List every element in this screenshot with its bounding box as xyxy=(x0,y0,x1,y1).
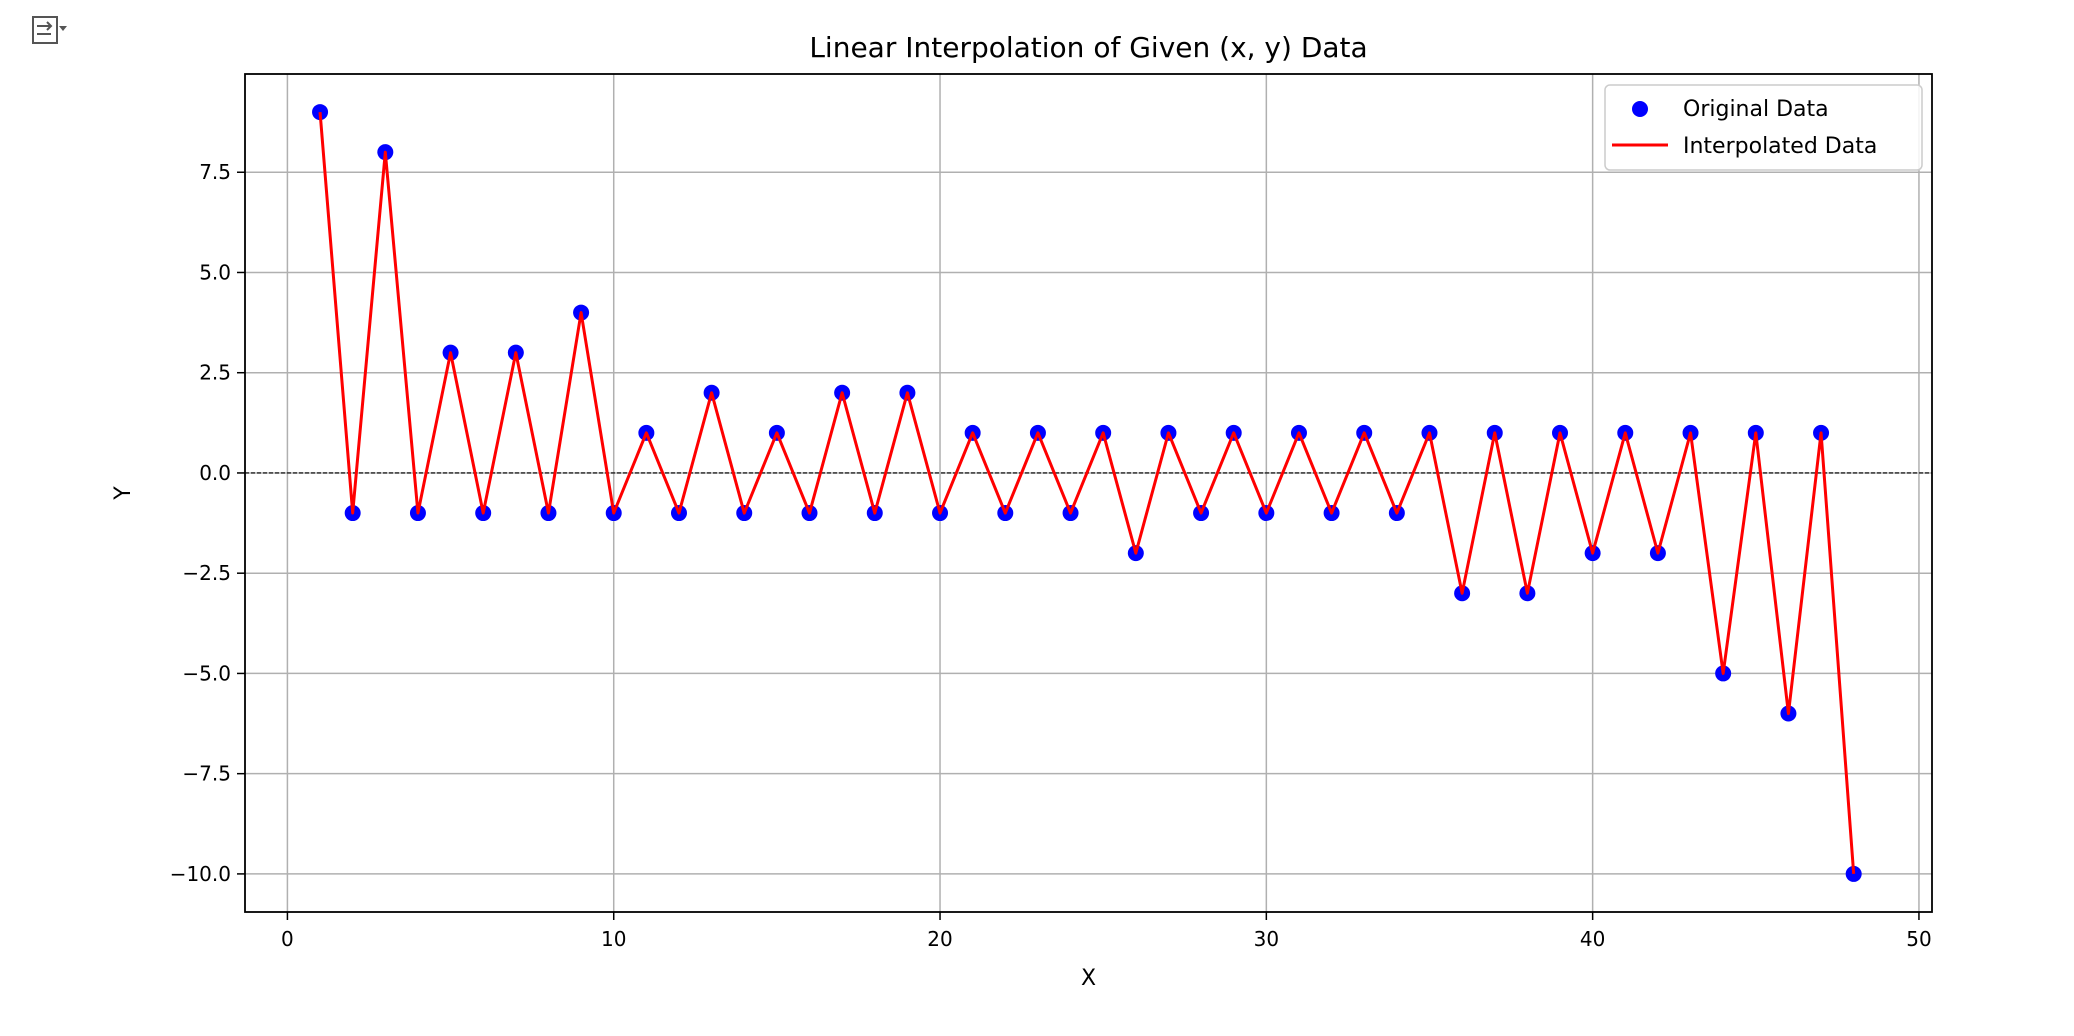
y-tick-label: 2.5 xyxy=(199,361,231,385)
y-tick-label: −7.5 xyxy=(182,762,231,786)
x-tick-label: 50 xyxy=(1906,927,1931,951)
y-tick-label: 0.0 xyxy=(199,461,231,485)
output-toggle-icon[interactable] xyxy=(30,14,70,50)
series-layer xyxy=(312,104,1862,882)
legend: Original Data Interpolated Data xyxy=(1604,84,1923,171)
x-tick-label: 40 xyxy=(1580,927,1605,951)
x-tick-label: 20 xyxy=(927,927,952,951)
y-tick-label: 7.5 xyxy=(199,160,231,184)
x-tick-label: 10 xyxy=(601,927,626,951)
legend-box xyxy=(1604,84,1923,171)
y-tick-label: −2.5 xyxy=(182,561,231,585)
y-axis-label: Y xyxy=(111,486,136,501)
plot-area xyxy=(244,73,1933,913)
chart-title: Linear Interpolation of Given (x, y) Dat… xyxy=(809,31,1367,64)
x-axis-label: X xyxy=(1081,966,1096,991)
series-interpolated-data-line xyxy=(318,111,1856,875)
grid xyxy=(245,74,1932,912)
x-tick-label: 30 xyxy=(1254,927,1279,951)
legend-label-original-data: Original Data xyxy=(1683,97,1829,122)
legend-label-interpolated-data: Interpolated Data xyxy=(1683,134,1877,159)
legend-marker-original-data xyxy=(1632,101,1648,117)
y-tick-label: −10.0 xyxy=(170,862,231,886)
y-tick-label: −5.0 xyxy=(182,661,231,685)
ticks: 0 10 20 30 40 50 −10.0 −7.5 −5.0 −2.5 0.0 2.5 5.0 7.5 xyxy=(170,160,1932,951)
y-tick-label: 5.0 xyxy=(199,260,231,284)
x-tick-label: 0 xyxy=(281,927,294,951)
